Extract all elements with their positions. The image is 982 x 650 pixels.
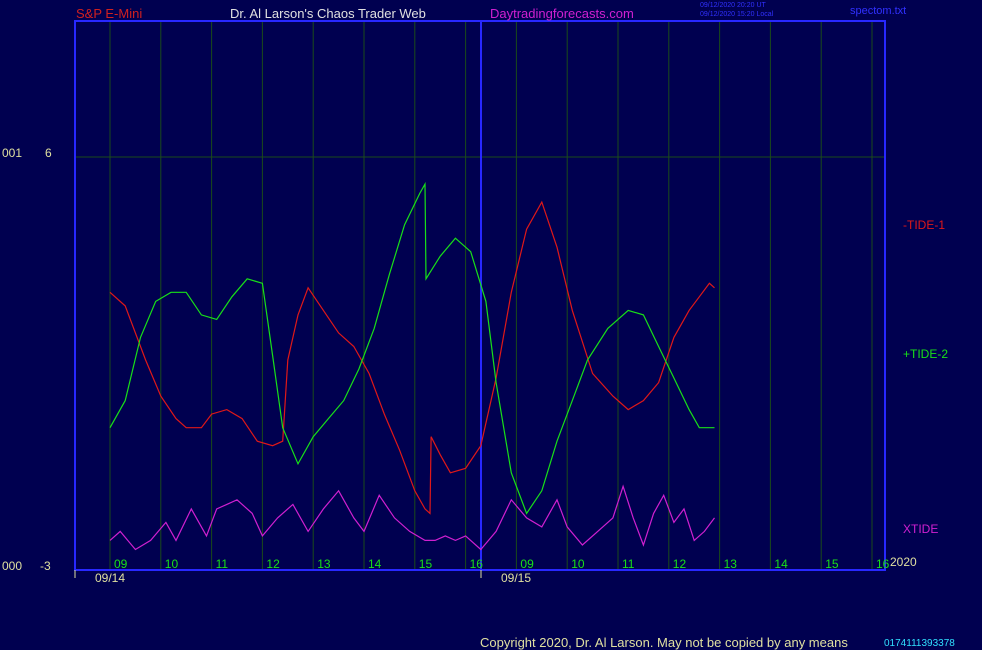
- x-tick-label: 16: [876, 557, 890, 571]
- left-bottom-code: 000: [2, 559, 23, 573]
- x-tick-label: 16: [470, 557, 484, 571]
- left-top-value: 6: [45, 146, 52, 160]
- x-tick-label: 13: [724, 557, 738, 571]
- header-site-link[interactable]: Daytradingforecasts.com: [490, 6, 634, 21]
- legend-tide1: -TIDE-1: [903, 218, 945, 232]
- x-tick-label: 09: [520, 557, 534, 571]
- x-tick-label: 11: [622, 557, 635, 571]
- x-tick-label: 13: [317, 557, 331, 571]
- x-tick-label: 15: [419, 557, 433, 571]
- x-tick-label: 14: [368, 557, 382, 571]
- x-tick-label: 10: [571, 557, 585, 571]
- date-label-1: 09/15: [501, 571, 532, 585]
- left-bottom-value: -3: [40, 559, 51, 573]
- x-tick-label: 10: [165, 557, 179, 571]
- footer-code: 0174111393378: [884, 638, 955, 649]
- x-tick-label: 11: [216, 557, 229, 571]
- x-tick-label: 12: [673, 557, 687, 571]
- x-tick-label: 09: [114, 557, 128, 571]
- date-label-0: 09/14: [95, 571, 126, 585]
- x-tick-label: 15: [825, 557, 839, 571]
- header-file: spectom.txt: [850, 5, 907, 17]
- copyright-text: Copyright 2020, Dr. Al Larson. May not b…: [480, 635, 848, 650]
- header-symbol: S&P E-Mini: [76, 6, 143, 21]
- x-tick-label: 14: [774, 557, 788, 571]
- legend-xtide: XTIDE: [903, 522, 939, 536]
- header-timestamp-local: 09/12/2020 15:20 Local: [700, 11, 774, 18]
- legend-tide2: +TIDE-2: [903, 347, 949, 361]
- header-timestamp-ut: 09/12/2020 20:20 UT: [700, 2, 766, 9]
- year-label: 2020: [890, 555, 917, 569]
- series-line-xtide: [109, 484, 715, 551]
- series-line-tide2: [109, 181, 715, 515]
- header-author: Dr. Al Larson's Chaos Trader Web: [230, 6, 426, 21]
- left-top-code: 001: [2, 146, 23, 160]
- series-line-tide1: [109, 200, 715, 515]
- x-tick-label: 12: [266, 557, 280, 571]
